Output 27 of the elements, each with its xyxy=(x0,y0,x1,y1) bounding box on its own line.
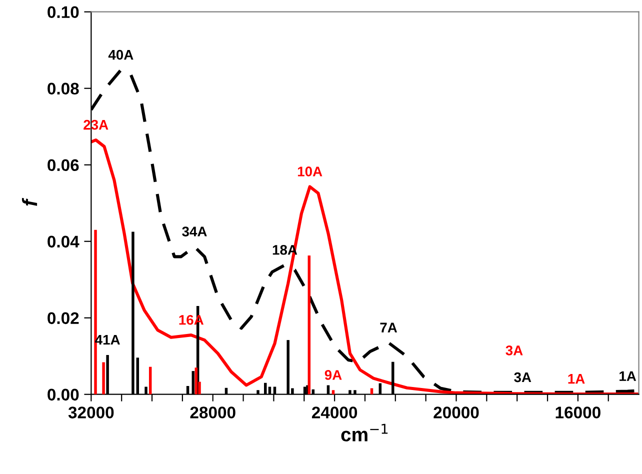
y-tick-label: 0.06 xyxy=(48,159,79,172)
annotation: 10A xyxy=(298,166,322,176)
y-tick-label: 0.08 xyxy=(48,82,79,95)
y-tick-label: 0.00 xyxy=(48,388,79,401)
y-tick-label: 0.02 xyxy=(48,312,79,324)
annotation: 1A xyxy=(568,374,585,384)
bar xyxy=(370,388,374,394)
annotation: 3A xyxy=(506,345,523,356)
bar xyxy=(102,362,105,394)
y-axis-title: f xyxy=(22,198,38,206)
x-tick-label: 24000 xyxy=(312,406,358,418)
x-tick-label: 20000 xyxy=(434,406,479,418)
annotation: 7A xyxy=(380,322,398,332)
x-tick-label: 32000 xyxy=(68,406,114,418)
annotation: 40A xyxy=(108,50,134,60)
x-axis-title: cm$^{−1}$ xyxy=(341,424,388,442)
annotation: 9A xyxy=(324,370,342,380)
y-tick-label: 0.10 xyxy=(48,6,79,18)
bar xyxy=(194,368,198,394)
annotation: 34A xyxy=(182,226,207,236)
bar xyxy=(94,230,97,394)
y-tick-label: 0.04 xyxy=(48,236,80,248)
annotation: 1A xyxy=(620,371,636,381)
x-tick-label: 28000 xyxy=(190,406,236,418)
annotation: 3A xyxy=(514,372,532,382)
x-tick-label: 16000 xyxy=(556,406,600,418)
bar xyxy=(308,256,311,394)
